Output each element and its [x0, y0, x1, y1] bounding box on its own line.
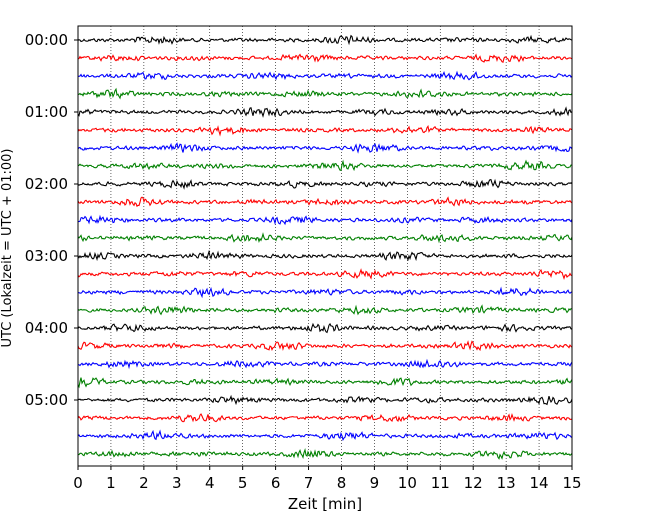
x-axis-ticks: 0 1 2 3 4 5 6 7 8 9 10 11 12 13 14 15 — [73, 466, 582, 492]
trace-0545 — [78, 448, 573, 460]
trace-0200 — [77, 178, 573, 190]
y-axis-label: UTC (Lokalzeit = UTC + 01:00) — [0, 149, 15, 348]
plot-frame — [77, 25, 573, 467]
x-tick-label: 15 — [562, 474, 581, 492]
x-tick-label: 8 — [337, 474, 347, 492]
trace-0415 — [77, 340, 573, 352]
x-tick-label: 13 — [497, 474, 516, 492]
trace-0045 — [78, 87, 573, 100]
trace-0345 — [77, 304, 573, 316]
trace-0515 — [77, 412, 573, 423]
x-tick-label: 0 — [73, 474, 83, 492]
y-tick-label: 03:00 — [25, 247, 68, 265]
y-tick-label: 02:00 — [25, 175, 68, 193]
trace-0000 — [77, 34, 573, 46]
x-tick-label: 1 — [106, 474, 116, 492]
y-axis-ticks: 00:00 01:00 02:00 03:00 04:00 05:00 — [25, 31, 78, 409]
x-tick-label: 9 — [370, 474, 380, 492]
trace-0030 — [78, 70, 573, 81]
trace-0215 — [77, 196, 573, 208]
x-tick-label: 4 — [205, 474, 215, 492]
trace-0430 — [77, 358, 573, 370]
trace-0330 — [78, 286, 573, 299]
x-tick-label: 5 — [238, 474, 248, 492]
trace-0300 — [77, 249, 573, 262]
seismic-traces — [77, 34, 573, 460]
trace-0115 — [77, 124, 573, 137]
x-tick-label: 6 — [271, 474, 281, 492]
x-tick-label: 14 — [530, 474, 549, 492]
trace-0315 — [77, 268, 573, 281]
y-tick-label: 00:00 — [25, 31, 68, 49]
trace-0015 — [77, 53, 573, 63]
x-tick-label: 3 — [172, 474, 182, 492]
x-axis-label: Zeit [min] — [288, 495, 362, 513]
trace-0100 — [77, 106, 573, 118]
trace-0145 — [77, 159, 572, 172]
x-tick-label: 10 — [398, 474, 417, 492]
y-tick-label: 05:00 — [25, 391, 68, 409]
trace-0500 — [77, 394, 573, 406]
trace-0530 — [77, 429, 573, 442]
y-tick-label: 01:00 — [25, 103, 68, 121]
trace-0400 — [77, 322, 573, 334]
trace-0230 — [77, 214, 573, 226]
trace-0445 — [77, 377, 573, 389]
x-tick-label: 12 — [464, 474, 483, 492]
x-tick-label: 2 — [139, 474, 149, 492]
trace-0130 — [77, 142, 573, 154]
x-tick-label: 11 — [431, 474, 450, 492]
y-tick-label: 04:00 — [25, 319, 68, 337]
x-tick-label: 7 — [304, 474, 314, 492]
trace-0245 — [77, 232, 573, 244]
